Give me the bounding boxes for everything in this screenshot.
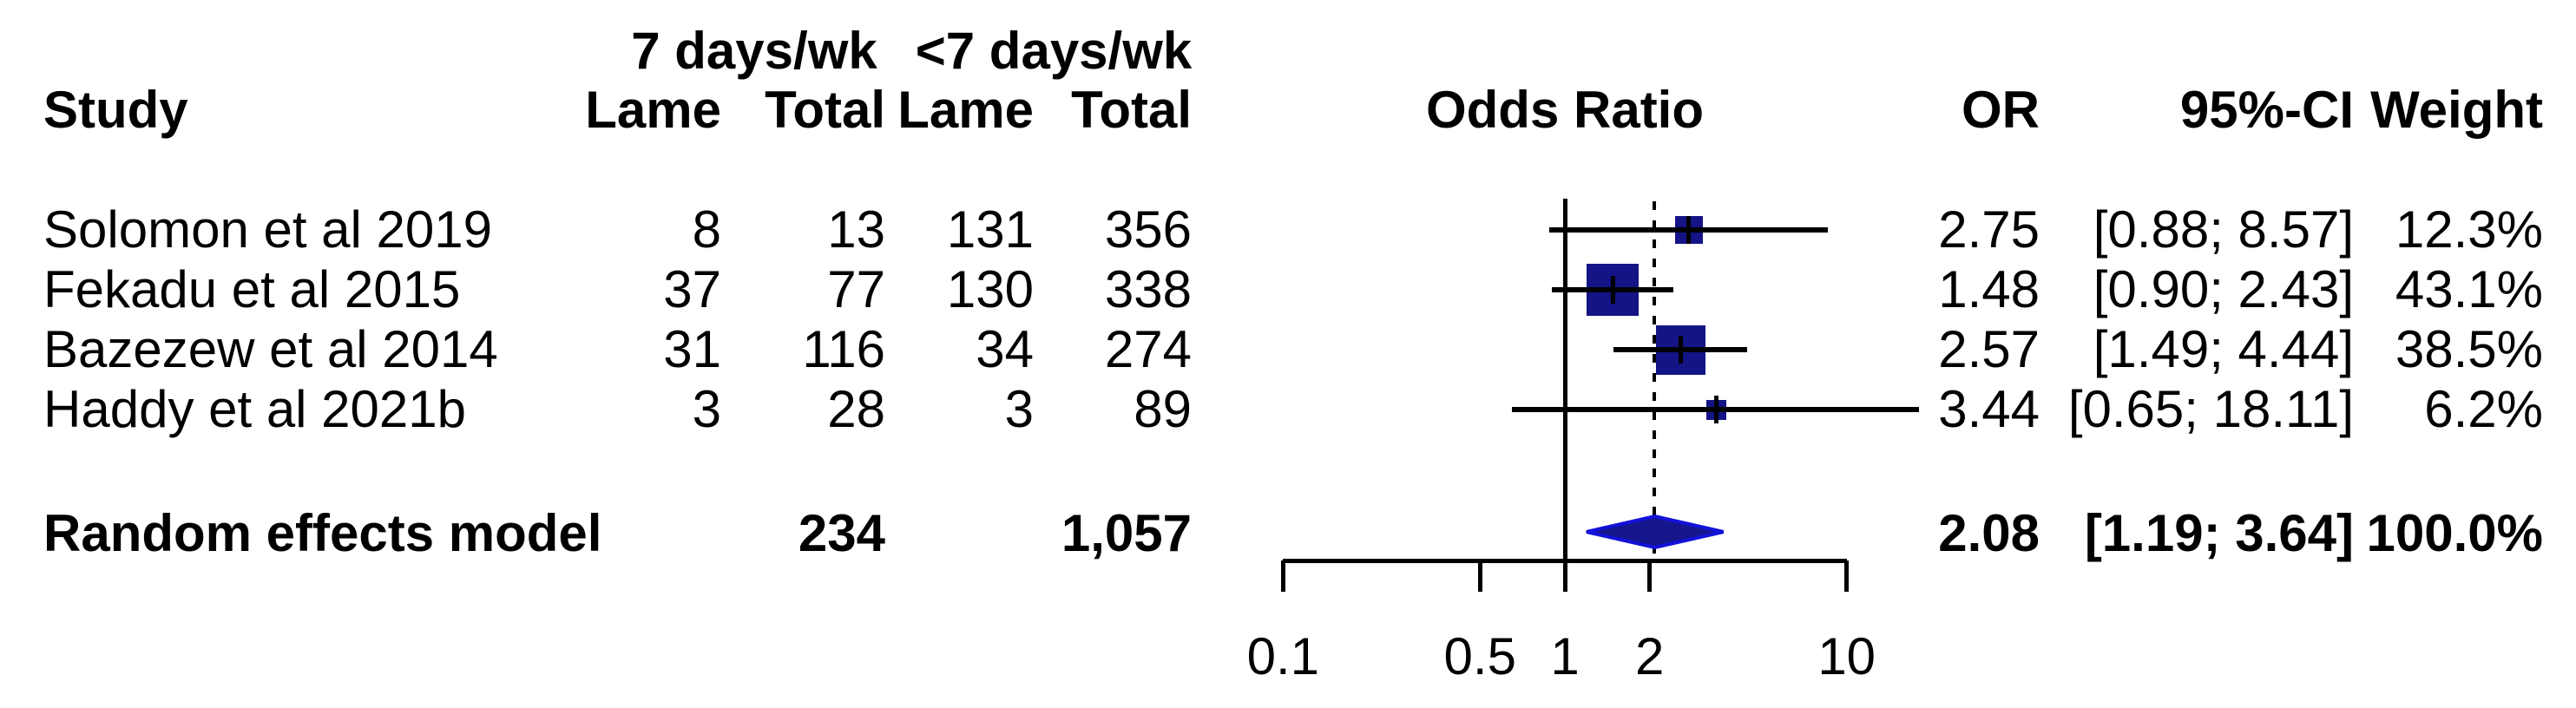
point-estimate-tick [1686,216,1692,244]
study-weight: 6.2% [2424,380,2543,438]
study-lame-lt7d: 3 [1004,380,1034,438]
x-axis-tick [1280,560,1285,592]
column-header-ci: 95%-CI [2179,81,2354,139]
study-total-lt7d: 356 [1104,200,1192,259]
summary-total-7d: 234 [798,504,885,562]
study-or: 2.75 [1938,200,2040,259]
x-axis-tick-label: 10 [1817,627,1876,685]
study-or: 1.48 [1938,260,2040,318]
study-ci: [0.88; 8.57] [2093,200,2354,259]
column-header-total-7d: Total [765,81,885,139]
summary-label: Random effects model [43,504,602,562]
summary-or: 2.08 [1938,504,2040,562]
x-axis-tick-label: 0.1 [1246,627,1319,685]
group-header-lt7days: <7 days/wk [915,22,1193,80]
study-total-7d: 13 [827,200,885,259]
pooled-or-dotted-line [1653,201,1657,560]
column-header-lame-7d: Lame [585,81,721,139]
study-total-7d: 116 [802,320,885,378]
study-ci: [0.65; 18.11] [2067,380,2354,438]
summary-weight: 100.0% [2366,504,2544,562]
study-name: Bazezew et al 2014 [43,320,498,378]
group-header-7days: 7 days/wk [631,22,877,80]
study-lame-7d: 8 [692,200,721,259]
x-axis-tick [1844,560,1850,592]
study-weight: 12.3% [2395,200,2543,259]
summary-ci: [1.19; 3.64] [2084,504,2354,562]
x-axis-tick-label: 2 [1635,627,1665,685]
point-estimate-tick [1713,396,1718,423]
study-lame-7d: 37 [663,260,721,318]
study-total-lt7d: 338 [1104,260,1192,318]
column-header-or: OR [1962,81,2040,139]
x-axis-tick-label: 1 [1550,627,1580,685]
reference-line [1562,199,1567,560]
study-lame-lt7d: 34 [976,320,1034,378]
column-header-lame-lt7d: Lame [897,81,1034,139]
x-axis-tick [1477,560,1482,592]
study-lame-lt7d: 130 [946,260,1034,318]
summary-diamond [1586,514,1724,550]
x-axis-tick-label: 0.5 [1443,627,1516,685]
study-weight: 38.5% [2395,320,2543,378]
study-total-lt7d: 274 [1104,320,1192,378]
study-lame-lt7d: 131 [946,200,1034,259]
column-header-weight: Weight [2370,81,2543,139]
study-total-7d: 77 [827,260,885,318]
column-header-total-lt7d: Total [1071,81,1192,139]
point-estimate-tick [1610,276,1615,304]
x-axis-tick [1562,560,1567,592]
column-header-odds-ratio: Odds Ratio [1425,81,1704,139]
study-name: Haddy et al 2021b [43,380,467,438]
x-axis-tick [1647,560,1653,592]
column-header-study: Study [43,81,188,139]
point-estimate-tick [1678,336,1683,364]
study-or: 2.57 [1938,320,2040,378]
study-total-lt7d: 89 [1134,380,1192,438]
summary-diamond-shape [1586,514,1724,550]
study-ci: [1.49; 4.44] [2093,320,2354,378]
study-total-7d: 28 [827,380,885,438]
study-name: Fekadu et al 2015 [43,260,461,318]
study-lame-7d: 31 [663,320,721,378]
study-weight: 43.1% [2395,260,2543,318]
study-lame-7d: 3 [692,380,721,438]
study-name: Solomon et al 2019 [43,200,493,259]
summary-total-lt7d: 1,057 [1061,504,1192,562]
study-or: 3.44 [1938,380,2040,438]
study-ci: [0.90; 2.43] [2093,260,2354,318]
